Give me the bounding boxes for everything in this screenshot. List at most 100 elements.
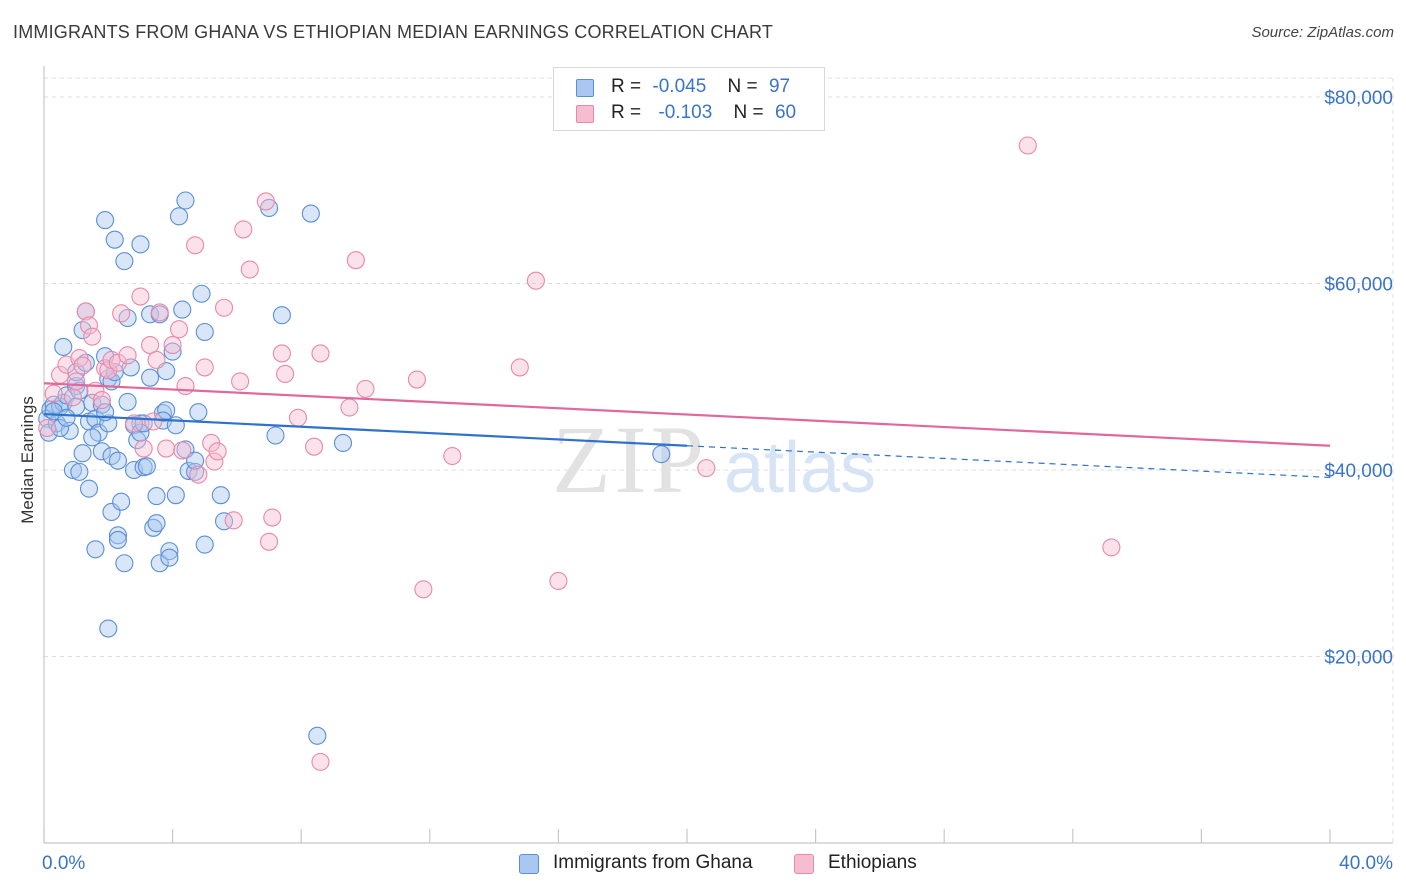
ethiopians-point [141,335,160,355]
ethiopians-point [224,511,243,530]
ethiopians-point [288,408,308,427]
ethiopians-point [407,370,426,389]
ghana-point [108,526,127,545]
ghana-point [73,321,92,340]
x-tick-label-min: 0.0% [42,853,85,874]
ghana-point [105,230,124,249]
ghana-point [108,530,127,549]
ghana-trend-line [43,412,688,447]
ghana-point [266,426,285,445]
ethiopians-point [44,384,63,403]
y-tick-label: $40,000 [1324,461,1393,482]
ethiopians-point [311,752,330,771]
y-tick-label: $20,000 [1324,648,1393,669]
ethiopians-point [214,298,234,317]
ghana-point [173,300,192,319]
stats-legend: R = -0.045 N = 97 R = -0.103 N = 60 [553,67,825,131]
ethiopians-point [176,377,195,396]
eth-n-value: 60 [774,102,797,123]
ghana-point [70,462,89,481]
ethiopians-point [1102,538,1121,557]
ethiopians-point [231,372,250,391]
y-tick-label: $60,000 [1324,275,1393,296]
ethiopians-point [169,320,189,339]
ethiopians-point [305,437,324,456]
ethiopians-point [157,439,176,458]
ethiopians-point [38,418,57,438]
ghana-point [57,408,76,427]
ghana-r-value: -0.045 [652,76,707,97]
axes [43,66,1393,844]
ghana-point [86,540,105,559]
page-title: IMMIGRANTS FROM GHANA VS ETHIOPIAN MEDIA… [13,22,774,42]
ethiopians-trend-line [43,382,1331,447]
ghana-point [147,514,166,533]
ghana-point [333,433,353,453]
ghana-point [308,726,327,745]
ghana-point [141,368,160,387]
ghana-point [189,403,208,422]
ethiopians-point [526,271,545,290]
gridlines [44,77,1394,843]
ghana-point [51,418,70,438]
legend-ethiopians-swatch [794,854,814,874]
series-legend: Immigrants from Ghana Ethiopians [0,852,1406,878]
ethiopians-swatch [576,105,594,123]
ethiopians-point [256,192,275,211]
ghana-point [115,252,134,271]
legend-ghana-swatch [519,854,539,874]
ethiopians-point [67,372,86,391]
ghana-point [118,308,137,328]
ethiopians-point [112,304,131,323]
ghana-point [73,444,92,463]
ethiopians-point [276,364,295,384]
legend-ghana-label: Immigrants from Ghana [553,852,753,873]
ghana-point [176,191,195,210]
ghana-point [108,451,127,470]
ghana-point [115,554,134,573]
series-ethiopians-points [38,136,1121,771]
ghana-point [76,353,95,372]
eth-n-label: N = [733,102,764,123]
ghana-point [195,535,214,554]
ethiopians-point [414,580,433,599]
ghana-point [147,487,166,506]
watermark-atlas: atlas [724,428,876,508]
ghana-point [102,446,121,466]
ethiopians-point [311,344,330,363]
ethiopians-point [208,442,227,461]
ghana-point [79,479,99,498]
ghana-point [89,423,108,442]
ethiopians-point [272,344,291,363]
ethiopians-point [1018,136,1037,155]
ghana-point [166,486,185,505]
ghana-point [160,548,179,567]
ghana-point [54,337,73,356]
ghana-point [83,428,102,447]
ghana-point [211,486,230,505]
ethiopians-point [356,379,375,398]
ethiopians-point [163,335,182,355]
ghana-point [179,461,198,480]
ghana-point [160,542,179,561]
ethiopians-point [205,452,224,471]
ghana-point [186,451,205,470]
ghana-point [137,457,156,476]
ethiopians-point [259,532,279,551]
eth-r-value: -0.103 [658,102,713,123]
ghana-point [301,204,320,223]
ghana-point [214,512,234,531]
series-ghana-points [38,191,671,745]
watermark-zip: ZIP [552,406,708,513]
ethiopians-point [240,260,259,279]
ghana-point [63,460,82,480]
ghana-point [272,306,291,325]
ghana-point [92,442,111,461]
ghana-point [150,554,169,573]
ethiopians-point [131,287,150,306]
ethiopians-point [189,465,208,484]
ethiopians-point [73,356,92,375]
eth-r-label: R = [611,102,642,123]
ghana-n-label: N = [727,76,758,97]
trend-lines [43,382,1331,479]
